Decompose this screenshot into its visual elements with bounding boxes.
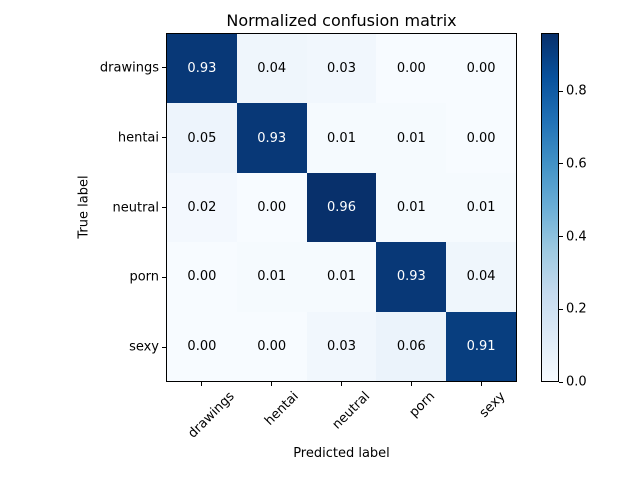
matrix-cell-hentai-sexy: 0.00 bbox=[446, 103, 516, 173]
ytick-mark bbox=[162, 207, 166, 208]
ytick-mark bbox=[162, 346, 166, 348]
xtick-neutral: neutral bbox=[330, 389, 374, 433]
x-axis-label: Predicted label bbox=[293, 446, 390, 461]
xtick-mark bbox=[481, 382, 483, 386]
ytick-neutral: neutral bbox=[112, 200, 160, 215]
ytick-sexy: sexy bbox=[129, 339, 159, 355]
matrix-cell-neutral-hentai: 0.00 bbox=[236, 172, 307, 243]
ytick-mark bbox=[162, 276, 166, 278]
y-axis-label: True label bbox=[76, 175, 92, 239]
xtick-mark bbox=[411, 382, 413, 386]
colorbar-tick-mark bbox=[559, 381, 563, 383]
ytick-drawings: drawings bbox=[99, 60, 159, 76]
ytick-porn: porn bbox=[129, 269, 159, 285]
colorbar-tick-0.2: 0.2 bbox=[566, 301, 587, 317]
matrix-cell-porn-neutral: 0.01 bbox=[306, 242, 377, 312]
matrix-cell-sexy-drawings: 0.00 bbox=[167, 311, 237, 381]
matrix-cell-sexy-neutral: 0.03 bbox=[306, 311, 377, 381]
chart-title: Normalized confusion matrix bbox=[226, 11, 457, 30]
xtick-sexy: sexy bbox=[476, 389, 509, 421]
matrix-cell-drawings-sexy: 0.00 bbox=[446, 34, 516, 104]
matrix-cell-porn-sexy: 0.04 bbox=[446, 242, 516, 312]
xtick-mark bbox=[270, 382, 272, 386]
matrix-cell-sexy-hentai: 0.00 bbox=[236, 311, 307, 381]
matrix-cell-porn-porn: 0.93 bbox=[376, 242, 447, 312]
matrix-cell-porn-drawings: 0.00 bbox=[167, 242, 237, 312]
matrix-cell-neutral-sexy: 0.01 bbox=[446, 172, 516, 243]
ytick-hentai: hentai bbox=[117, 130, 159, 146]
matrix-cell-hentai-porn: 0.01 bbox=[376, 103, 447, 173]
colorbar bbox=[541, 33, 559, 382]
matrix-cell-hentai-hentai: 0.93 bbox=[236, 103, 307, 173]
matrix-cell-neutral-neutral: 0.96 bbox=[306, 172, 377, 243]
matrix-cell-sexy-sexy: 0.91 bbox=[446, 311, 516, 381]
colorbar-tick-mark bbox=[559, 308, 563, 310]
xtick-mark bbox=[200, 382, 202, 386]
matrix-cell-drawings-hentai: 0.04 bbox=[236, 34, 307, 104]
colorbar-tick-0.6: 0.6 bbox=[566, 156, 587, 172]
ytick-mark bbox=[162, 137, 166, 139]
matrix-cell-sexy-porn: 0.06 bbox=[376, 311, 447, 381]
colorbar-tick-0.4: 0.4 bbox=[566, 229, 587, 245]
matrix-cell-drawings-drawings: 0.93 bbox=[167, 34, 237, 104]
matrix-cell-drawings-neutral: 0.03 bbox=[306, 34, 377, 104]
xtick-porn: porn bbox=[406, 389, 438, 421]
colorbar-tick-mark bbox=[559, 90, 563, 92]
colorbar-tick-0.8: 0.8 bbox=[566, 83, 587, 99]
xtick-hentai: hentai bbox=[262, 389, 302, 429]
xtick-drawings: drawings bbox=[185, 389, 238, 442]
matrix-cell-drawings-porn: 0.00 bbox=[376, 34, 447, 104]
colorbar-tick-mark bbox=[559, 163, 563, 165]
plot-area: 0.93 0.04 0.03 0.00 0.00 0.05 0.93 0.01 0.01 0.00… bbox=[166, 33, 517, 382]
matrix-cell-hentai-neutral: 0.01 bbox=[306, 103, 377, 173]
colorbar-tick-0.0: 0.0 bbox=[566, 374, 587, 390]
matrix-cell-porn-hentai: 0.01 bbox=[236, 242, 307, 312]
ytick-mark bbox=[162, 67, 166, 69]
colorbar-tick-mark bbox=[559, 236, 563, 238]
matrix-grid: 0.93 0.04 0.03 0.00 0.00 0.05 0.93 0.01 0.01 0.00… bbox=[167, 34, 516, 381]
matrix-cell-hentai-drawings: 0.05 bbox=[167, 103, 237, 173]
xtick-mark bbox=[341, 382, 342, 386]
matrix-cell-neutral-porn: 0.01 bbox=[376, 172, 447, 243]
matrix-cell-neutral-drawings: 0.02 bbox=[167, 172, 237, 243]
